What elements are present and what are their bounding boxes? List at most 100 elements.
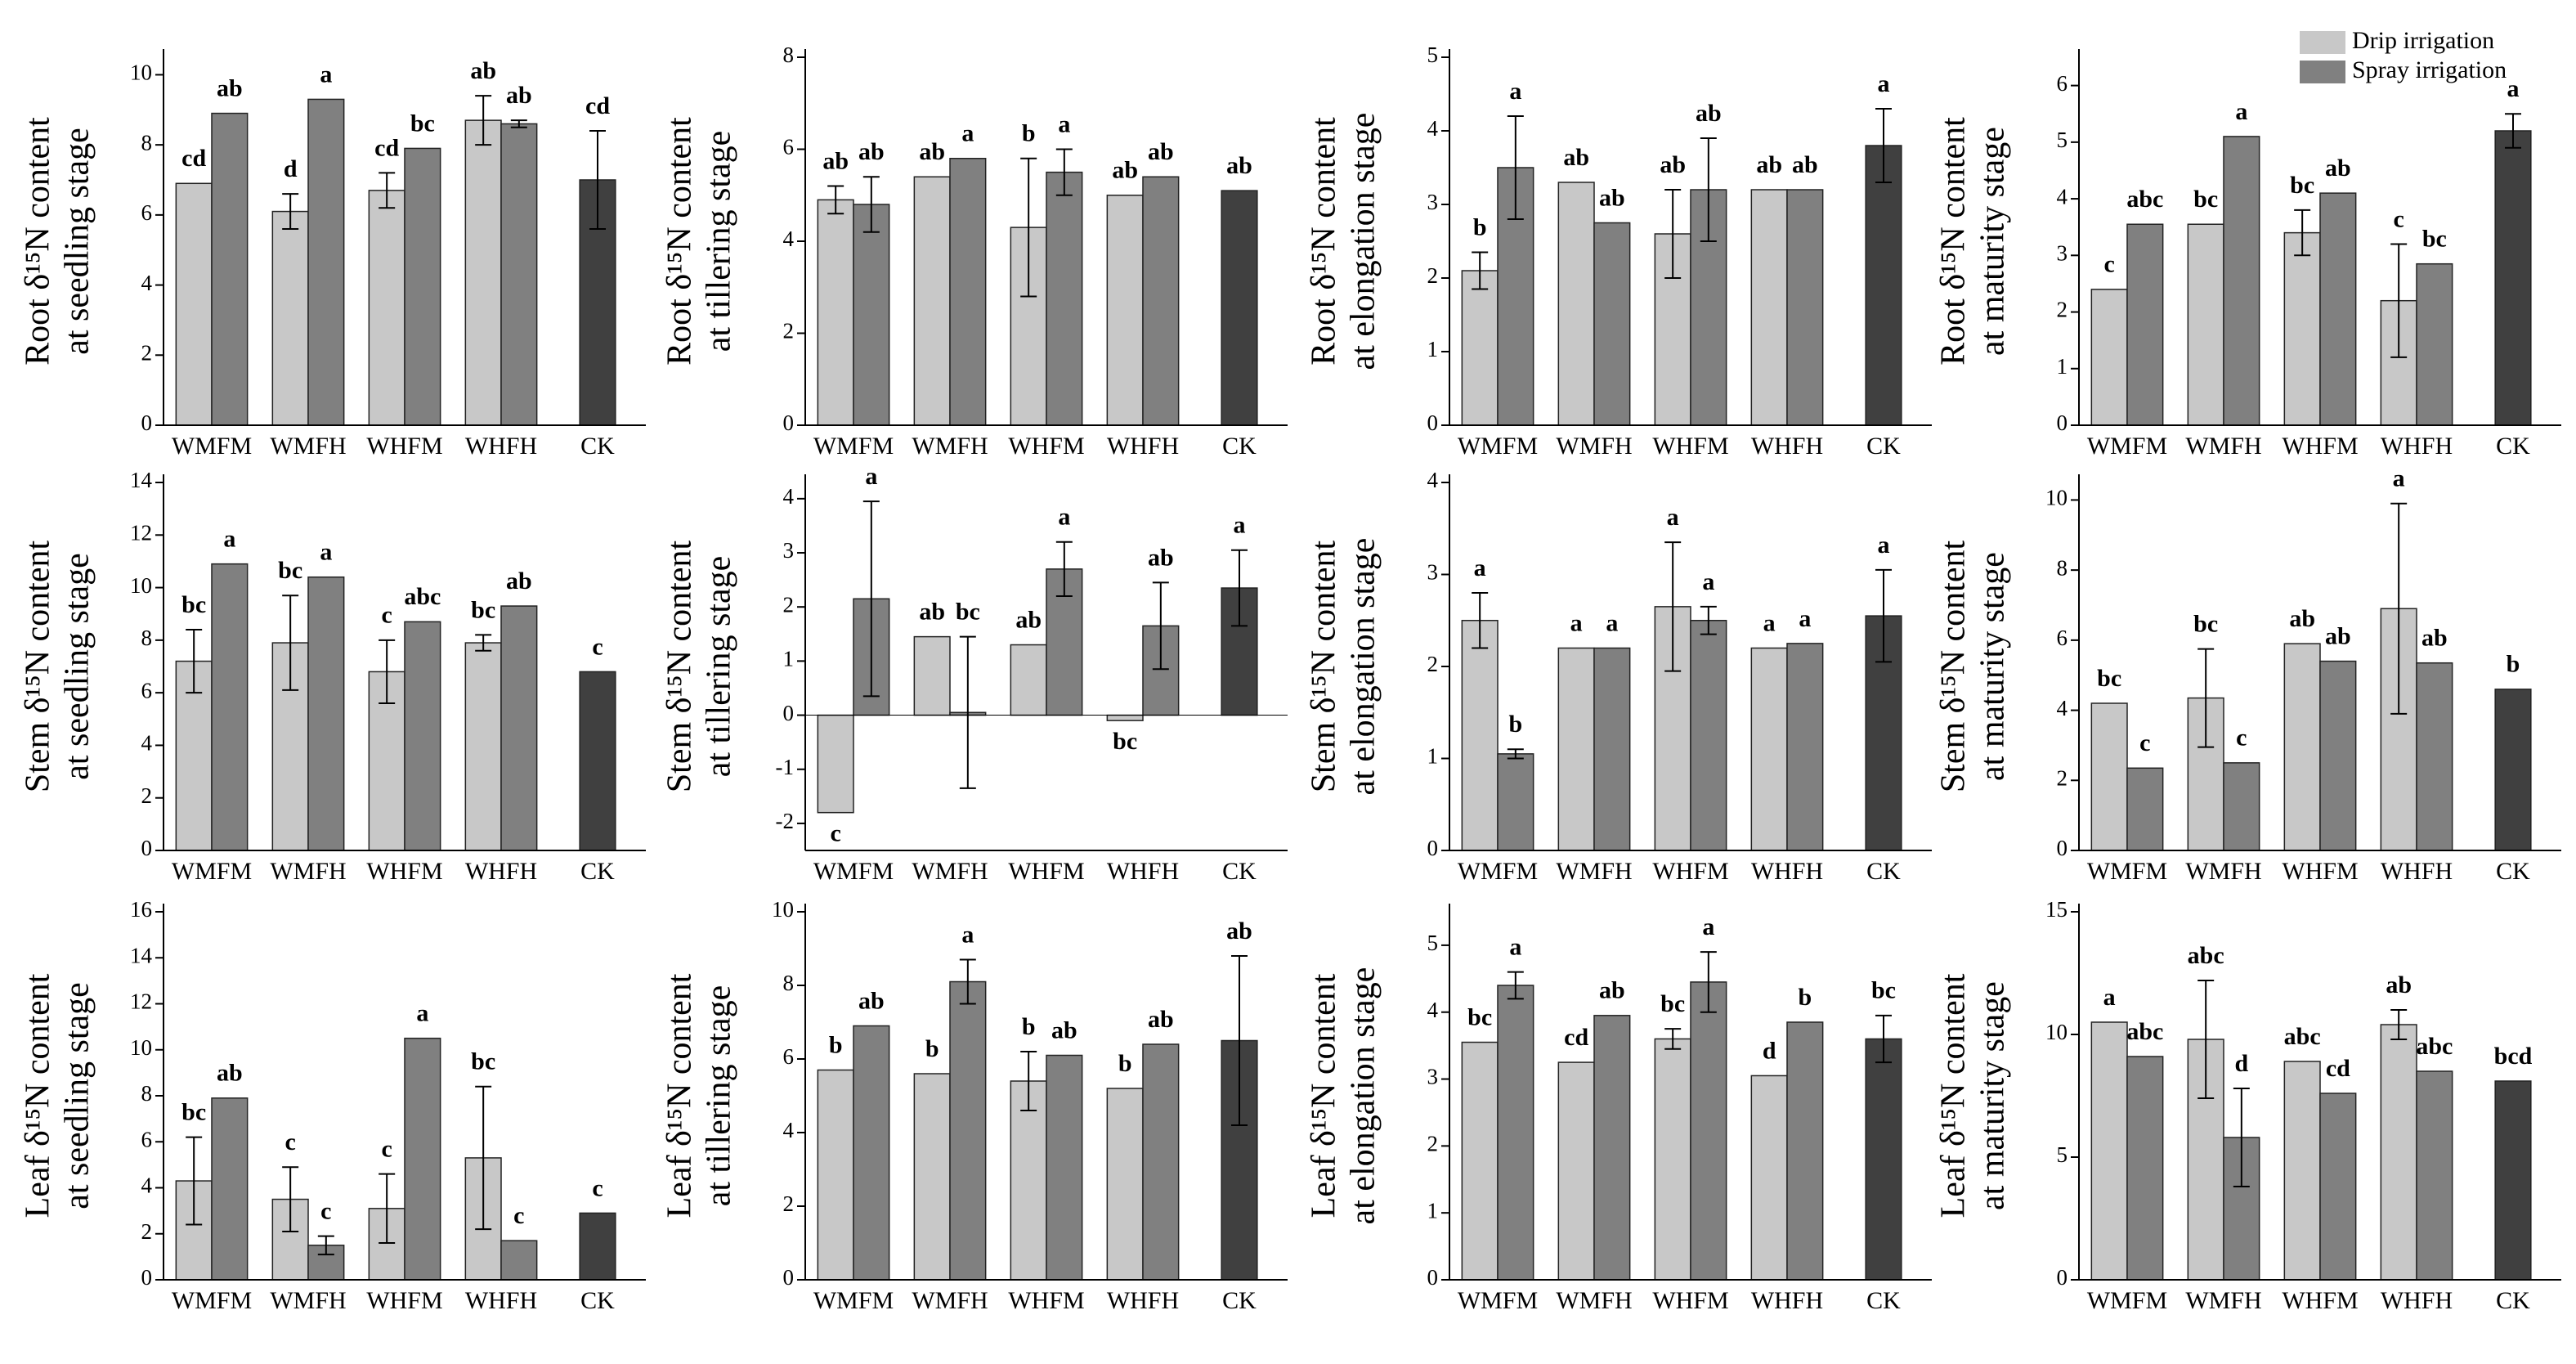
y-tick-label: 8 <box>783 43 795 67</box>
y-tick-label: 8 <box>141 626 153 650</box>
x-tick-label: WHFH <box>1751 433 1823 460</box>
y-tick-label: 10 <box>772 897 794 922</box>
bar <box>368 190 405 426</box>
y-tick-label: 8 <box>141 130 153 155</box>
bar <box>1046 171 1083 426</box>
significance-label: a <box>1702 568 1714 595</box>
x-tick-label: WHFM <box>1652 858 1728 885</box>
y-tick-label: 5 <box>1427 931 1439 955</box>
y-tick-label: 3 <box>2057 241 2068 266</box>
significance-label: ab <box>1051 1016 1077 1043</box>
significance-label: b <box>1022 1013 1036 1040</box>
bar <box>2416 1070 2453 1281</box>
bar <box>2126 223 2164 426</box>
bar <box>1690 981 1727 1281</box>
x-tick-label: WHFH <box>1107 433 1179 460</box>
significance-label: ab <box>2289 605 2315 632</box>
x-tick-label: WMFH <box>270 433 346 460</box>
significance-label: abc <box>2416 1033 2453 1060</box>
y-tick-label: 3 <box>1427 560 1439 585</box>
bar <box>2416 262 2453 426</box>
x-tick-label: WHFM <box>1652 433 1728 460</box>
significance-label: abc <box>2188 942 2224 969</box>
significance-label: c <box>592 1174 603 1201</box>
x-tick-label: WHFH <box>2381 858 2453 885</box>
bar <box>913 176 951 426</box>
x-tick-label: WHFM <box>1008 1287 1084 1314</box>
significance-label: b <box>829 1031 843 1058</box>
bar <box>211 112 249 426</box>
significance-label: ab <box>2421 625 2448 652</box>
significance-label: ab <box>919 138 945 165</box>
bar <box>500 123 538 426</box>
y-tick-label: 8 <box>2057 555 2068 580</box>
x-tick-label: CK <box>580 858 615 885</box>
bar <box>1750 189 1788 426</box>
significance-label: bc <box>181 591 206 618</box>
y-tick-label: 0 <box>1427 1265 1439 1290</box>
bar <box>2319 192 2357 426</box>
x-tick-label: CK <box>2496 858 2530 885</box>
significance-label: ab <box>1226 918 1252 944</box>
x-tick-label: WHFH <box>1107 858 1179 885</box>
x-tick-label: WHFM <box>1008 433 1084 460</box>
y-axis-label: Stem δ¹⁵N content <box>661 541 699 793</box>
bar <box>1461 1041 1499 1281</box>
significance-label: cd <box>2326 1055 2350 1082</box>
significance-label: ab <box>1660 151 1686 178</box>
x-tick-label: WMFM <box>813 1287 894 1314</box>
significance-label: ab <box>506 568 532 595</box>
significance-label: ab <box>1148 544 1174 571</box>
y-tick-label: 6 <box>783 1044 795 1069</box>
bar <box>1593 222 1631 426</box>
significance-label: b <box>925 1035 939 1062</box>
legend-swatch <box>2300 61 2345 83</box>
x-tick-label: WMFH <box>912 858 988 885</box>
significance-label: abc <box>2284 1023 2321 1050</box>
x-tick-label: WMFH <box>270 1287 346 1314</box>
y-tick-label: 2 <box>783 319 795 343</box>
bar <box>1497 985 1534 1281</box>
bar <box>2283 643 2321 851</box>
bar <box>1106 714 1144 721</box>
x-tick-label: WMFH <box>1556 1287 1632 1314</box>
y-tick-label: 1 <box>1427 337 1439 361</box>
significance-label: bc <box>1113 728 1137 755</box>
significance-label: ab <box>217 1060 243 1087</box>
y-tick-label: 10 <box>2045 486 2068 510</box>
bar <box>211 1097 249 1281</box>
y-tick-label: 3 <box>783 538 795 563</box>
significance-label: a <box>1763 609 1776 636</box>
bar <box>211 563 249 851</box>
y-tick-label: 10 <box>130 61 152 85</box>
y-tick-label: 4 <box>783 1118 795 1142</box>
y-axis-label: at seedling stage <box>59 128 96 355</box>
significance-label: abc <box>404 583 441 610</box>
y-tick-label: 0 <box>1427 411 1439 435</box>
bar <box>404 621 441 851</box>
y-axis-label: at tillering stage <box>701 985 738 1207</box>
y-axis-label: Leaf δ¹⁵N content <box>1935 973 1973 1218</box>
x-tick-label: WMFH <box>912 433 988 460</box>
significance-label: ab <box>919 598 945 625</box>
y-tick-label: 0 <box>2057 411 2068 435</box>
y-axis-label: at maturity stage <box>1974 127 2012 356</box>
significance-label: b <box>1798 984 1812 1011</box>
y-axis-label: at elongation stage <box>1345 538 1382 796</box>
significance-label: ab <box>1015 606 1042 633</box>
significance-label: b <box>2507 651 2520 678</box>
y-tick-label: 0 <box>141 836 153 860</box>
y-axis-label: at seedling stage <box>59 553 96 780</box>
bar <box>2126 767 2164 851</box>
x-tick-label: WMFM <box>813 858 894 885</box>
bar <box>307 98 345 426</box>
significance-label: abc <box>2126 1018 2163 1045</box>
x-tick-label: CK <box>1866 433 1901 460</box>
significance-label: bc <box>2193 610 2218 637</box>
y-axis-label: Leaf δ¹⁵N content <box>1306 973 1343 1218</box>
significance-label: d <box>2234 1050 2248 1077</box>
bar <box>1865 1038 1902 1281</box>
bar <box>817 199 854 426</box>
y-tick-label: -2 <box>776 809 795 833</box>
significance-label: c <box>382 1136 392 1163</box>
